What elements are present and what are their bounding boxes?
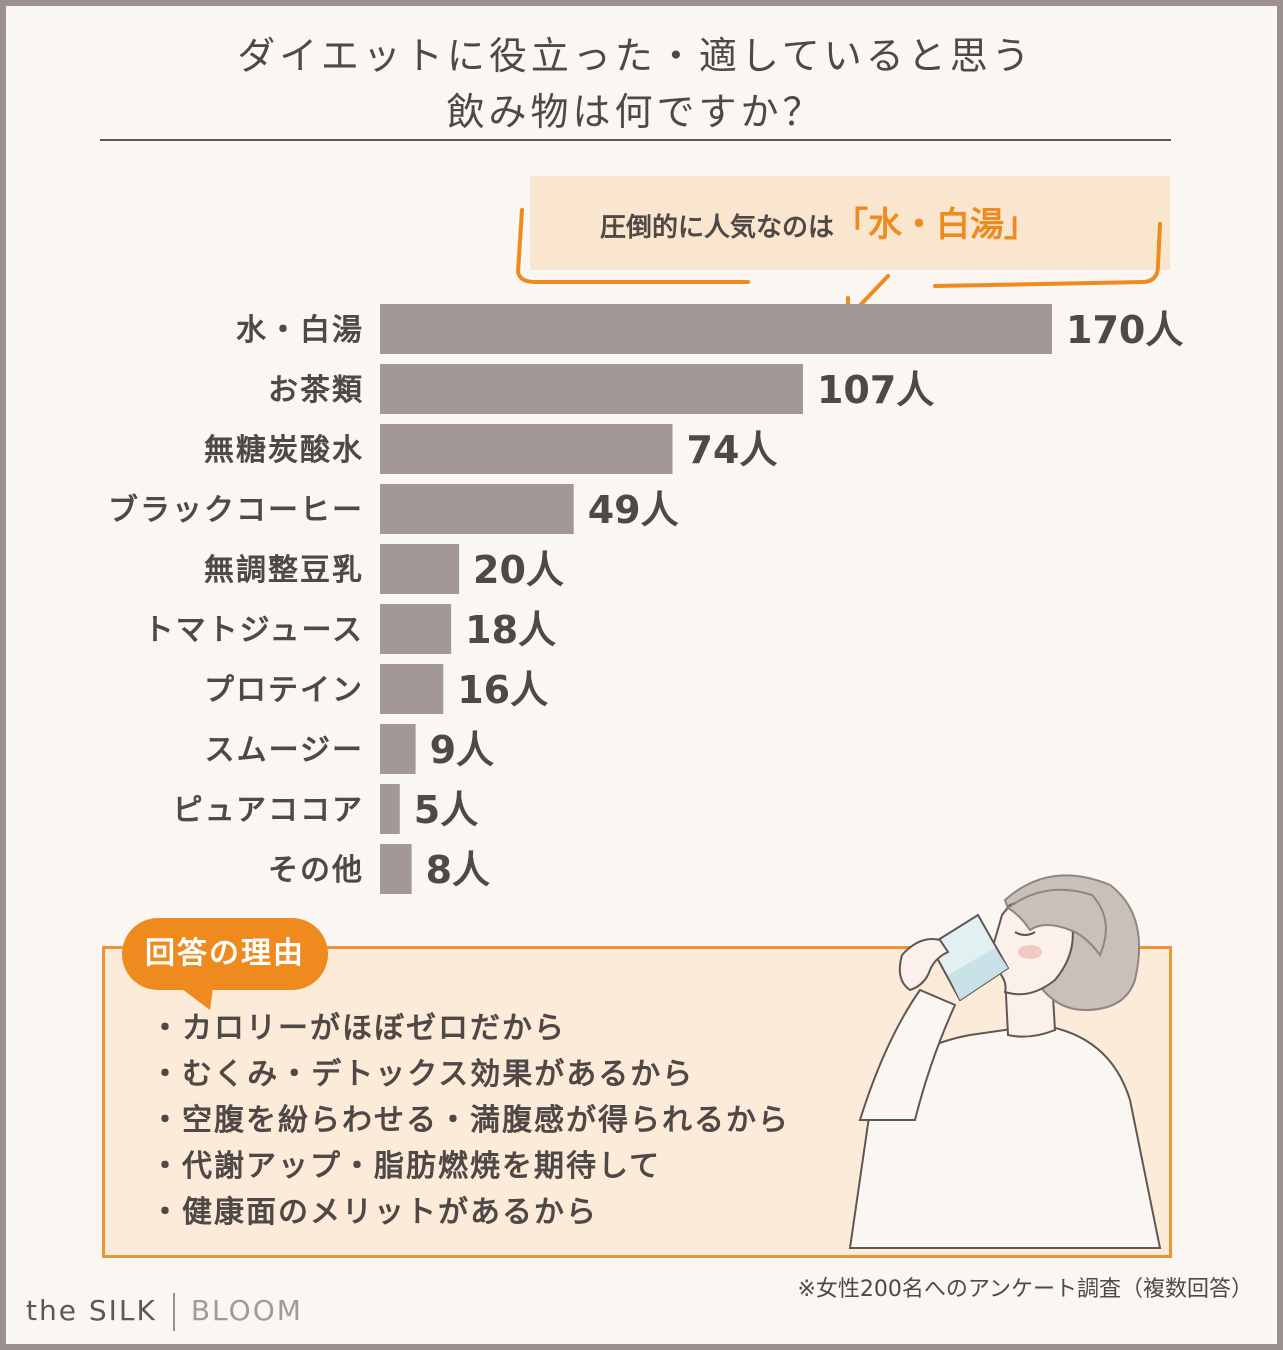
value-label: 74人 [687,428,778,472]
bar [380,604,452,654]
reason-item: ・代謝アップ・脂肪燃焼を期待して [150,1149,662,1184]
value-label: 5人 [414,788,478,832]
title-divider [100,139,1171,141]
value-label: 20人 [473,548,564,592]
callout-text: 圧倒的に人気なのは「水・白湯」 [600,200,1038,250]
woman-drinking-illustration [848,874,1162,1249]
category-label: ブラックコーヒー [108,493,364,528]
callout-main-text: 圧倒的に人気なのは [600,213,835,243]
brand-left: the SILK [26,1294,157,1327]
callout-box [530,176,1170,270]
reason-item: ・健康面のメリットがあるから [150,1195,598,1230]
value-label: 9人 [430,728,494,772]
category-label: 水・白湯 [236,313,364,348]
category-label: 無糖炭酸水 [204,433,364,468]
reason-item: ・カロリーがほぼゼロだから [150,1011,566,1046]
reason-item: ・むくみ・デトックス効果があるから [150,1057,695,1092]
value-label: 18人 [465,608,556,652]
value-label: 49人 [588,488,679,532]
page-title: ダイエットに役立った・適していると思う 飲み物は何ですか？ [0,28,1271,140]
bar [380,784,400,834]
category-label: プロテイン [204,673,364,708]
bar [380,724,416,774]
title-line-2: 飲み物は何ですか？ [446,90,825,134]
survey-footnote: ※女性200名へのアンケート調査（複数回答） [797,1277,1253,1302]
brand-logo: the SILK BLOOM [26,1288,303,1334]
reasons-list: ・カロリーがほぼゼロだから ・むくみ・デトックス効果があるから ・空腹を紛らわせ… [150,1006,790,1236]
bar [380,424,673,474]
brand-divider [172,1293,175,1331]
value-label: 107人 [817,368,934,412]
bar [380,844,412,894]
category-label: 無調整豆乳 [204,553,364,588]
bar [380,664,444,714]
category-label: お茶類 [268,373,364,408]
bar [380,304,1052,354]
callout-highlight-text: 「水・白湯」 [834,205,1039,245]
value-label: 8人 [426,848,490,892]
reason-item: ・空腹を紛らわせる・満腹感が得られるから [150,1103,790,1138]
category-label: その他 [268,853,364,888]
category-label: トマトジュース [144,613,364,648]
brand-right: BLOOM [190,1294,303,1327]
category-label: スムージー [205,733,364,768]
value-label: 170人 [1066,308,1183,352]
value-label: 16人 [457,668,548,712]
bar [380,544,460,594]
reasons-tag: 回答の理由 [122,918,328,990]
bar [380,484,574,534]
category-label: ピュアココア [173,793,364,828]
title-line-1: ダイエットに役立った・適していると思う [237,34,1034,78]
bar [380,364,803,414]
